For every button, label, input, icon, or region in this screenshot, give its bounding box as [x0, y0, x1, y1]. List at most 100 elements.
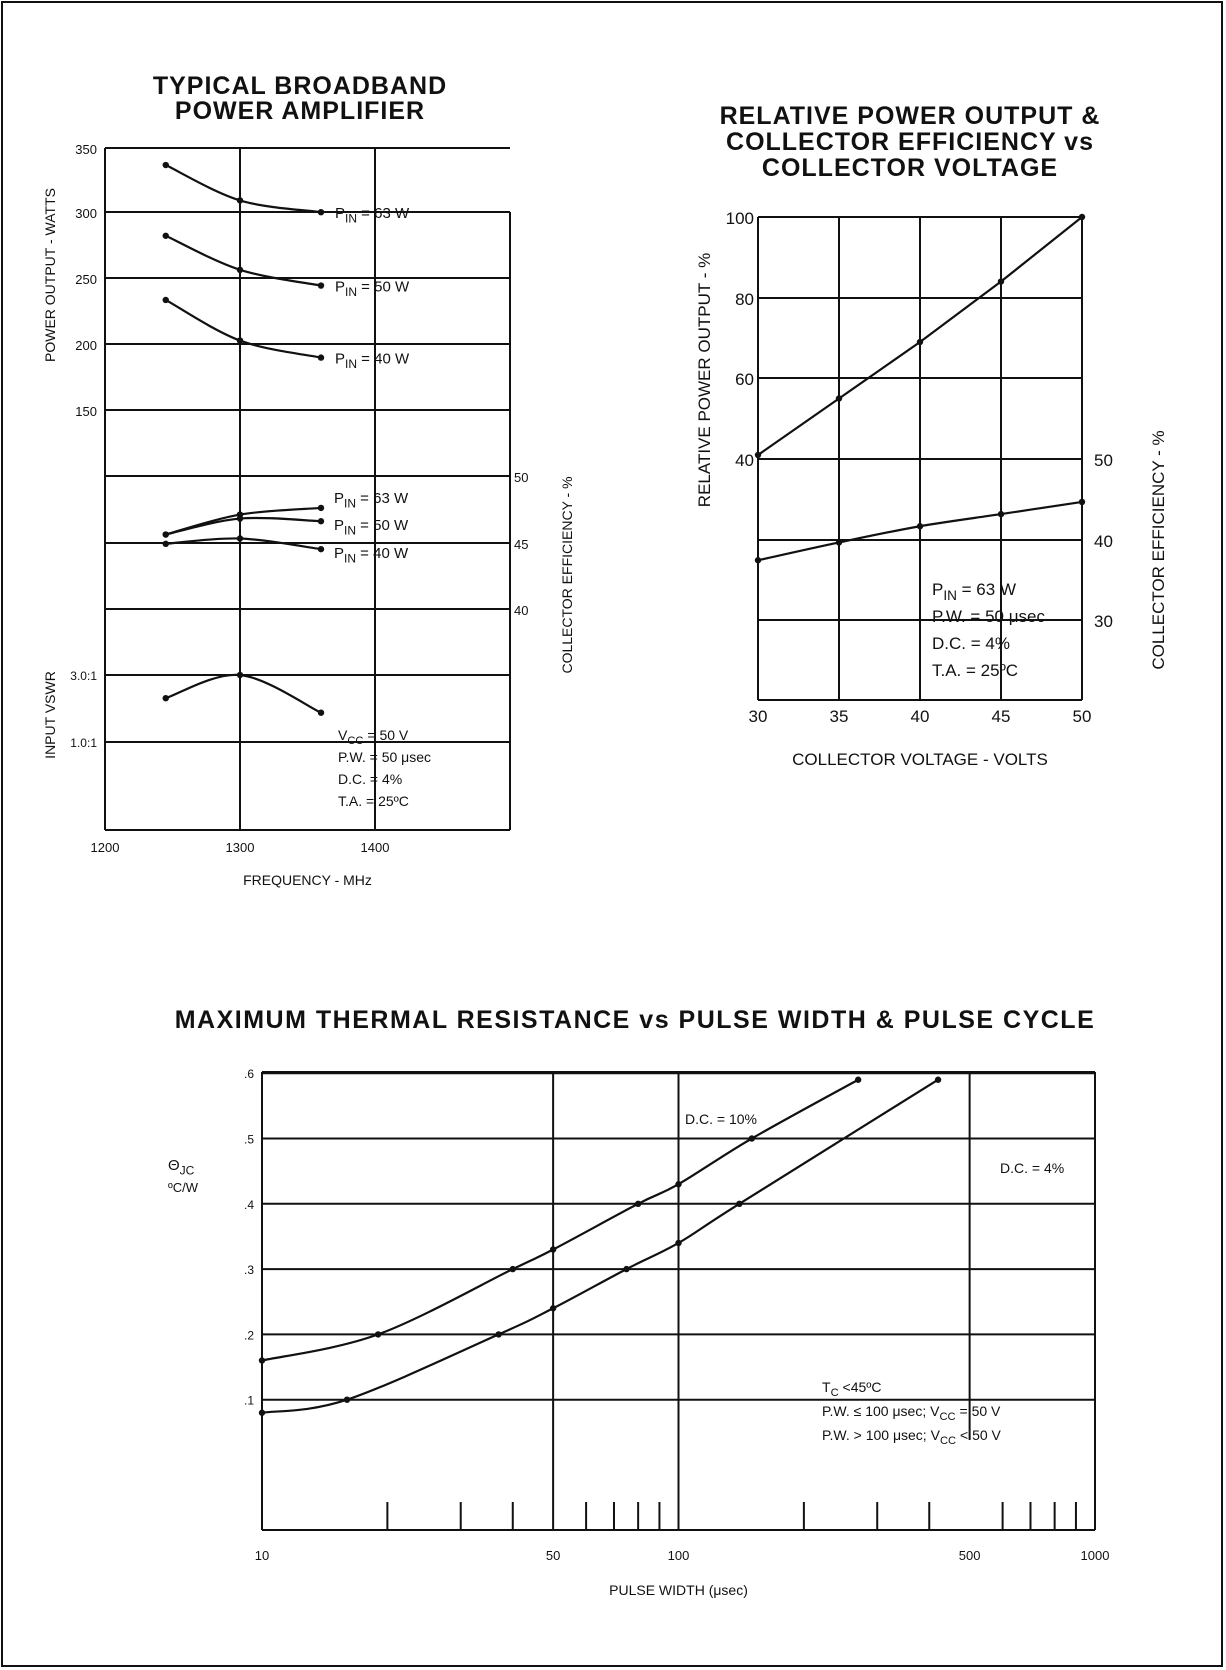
c3-series-point	[675, 1181, 682, 1188]
c3-label-dc10: D.C. = 10%	[685, 1111, 757, 1127]
chart1-title-line1: TYPICAL BROADBAND	[152, 72, 448, 100]
c3-series-point	[675, 1239, 682, 1247]
c1-power-point	[236, 266, 244, 274]
c1-eff-series-line	[165, 516, 322, 536]
c2-power-point	[1078, 213, 1086, 221]
chart2-title-line1: RELATIVE POWER OUTPUT &	[719, 102, 1101, 130]
c2-power-point	[997, 278, 1005, 285]
c3-ytick: .2	[244, 1328, 254, 1342]
c1-power-series-line	[165, 164, 322, 214]
c2-xtick: 45	[992, 707, 1011, 726]
c3-series-point	[258, 1409, 266, 1416]
c2-xtick: 30	[749, 707, 768, 726]
c3-xtick: 10	[255, 1548, 269, 1563]
c1-ylabel-eff: COLLECTOR EFFICIENCY - %	[559, 476, 575, 673]
c2-eff-point	[754, 557, 762, 564]
c3-series-line	[261, 1078, 859, 1362]
c1-ytick-power: 350	[75, 142, 97, 157]
c1-vswr-point	[236, 671, 244, 679]
c1-ytick-vswr: 3.0:1	[70, 669, 97, 683]
c2-note: T.A. = 25ºC	[932, 661, 1018, 680]
c1-vswr-point	[317, 709, 325, 716]
c1-eff-point	[317, 504, 325, 512]
c2-note: PIN = 63 W	[932, 580, 1016, 603]
c1-ylabel-power: POWER OUTPUT - WATTS	[42, 188, 58, 362]
c1-ytick-power: 200	[75, 338, 97, 353]
c3-series-point	[495, 1331, 502, 1338]
c1-ytick-eff: 40	[514, 603, 528, 618]
c1-ytick-power: 150	[75, 404, 97, 419]
c3-series-point	[623, 1265, 630, 1273]
c1-ylabel-vswr: INPUT VSWR	[42, 671, 58, 759]
c1-power-point	[317, 208, 325, 216]
c3-xtick: 1000	[1081, 1548, 1110, 1563]
c2-ytick-right: 50	[1094, 451, 1113, 470]
c2-xtick: 50	[1073, 707, 1092, 726]
c1-eff-series-label: PIN = 63 W	[334, 490, 409, 511]
c3-series-point	[736, 1200, 743, 1208]
c3-label-dc4: D.C. = 4%	[1000, 1160, 1064, 1176]
c1-eff-point	[317, 518, 325, 525]
c2-power-point	[835, 395, 843, 402]
c3-xlabel: PULSE WIDTH (μsec)	[609, 1582, 748, 1598]
c2-power-point	[754, 451, 762, 459]
c1-power-point	[236, 337, 244, 344]
c1-eff-point	[162, 531, 169, 538]
c2-eff-point	[835, 539, 843, 546]
c2-power-point	[916, 338, 924, 346]
c3-ytick: .4	[244, 1198, 254, 1212]
c1-power-point	[162, 296, 169, 304]
c2-ytick-right: 40	[1094, 532, 1113, 551]
c3-ytick: .5	[244, 1133, 254, 1147]
c1-power-series-label: PIN = 40 W	[335, 351, 410, 372]
c2-eff-point	[997, 510, 1005, 518]
c2-ytick-left: 40	[735, 451, 754, 470]
chart1-title: TYPICAL BROADBAND POWER AMPLIFIER	[120, 74, 480, 124]
c1-vswr-note: D.C. = 4%	[338, 771, 402, 787]
c1-power-series-label: PIN = 50 W	[335, 279, 410, 300]
c3-ylabel-line1: ΘJC	[168, 1157, 195, 1178]
c2-eff-point	[916, 523, 924, 530]
chart2-title: RELATIVE POWER OUTPUT & COLLECTOR EFFICI…	[680, 103, 1140, 181]
c2-ytick-left: 80	[735, 290, 754, 309]
c3-ytick: .1	[244, 1394, 254, 1408]
c3-series-point	[748, 1135, 756, 1142]
c1-power-point	[317, 282, 325, 289]
c3-note: P.W. ≤ 100 μsec; VCC = 50 V	[822, 1403, 1001, 1423]
c2-ytick-left: 100	[726, 209, 754, 228]
c1-power-point	[317, 354, 325, 361]
c3-xtick: 100	[668, 1548, 690, 1563]
c1-eff-point	[236, 515, 244, 522]
c2-ylabel-right: COLLECTOR EFFICIENCY - %	[1149, 430, 1168, 669]
c1-power-point	[162, 161, 169, 169]
c2-xtick: 40	[911, 707, 930, 726]
c1-xtick: 1200	[91, 840, 120, 855]
c1-eff-point	[317, 545, 325, 553]
c1-xtick: 1400	[361, 840, 390, 855]
c1-eff-series-label: PIN = 40 W	[334, 545, 409, 566]
c3-xtick: 500	[959, 1548, 981, 1563]
c1-xlabel: FREQUENCY - MHz	[243, 872, 372, 888]
c1-vswr-line	[165, 673, 322, 714]
c1-eff-point	[162, 540, 169, 548]
c1-ytick-power: 250	[75, 272, 97, 287]
c2-ytick-left: 60	[735, 370, 754, 389]
c1-ytick-vswr: 1.0:1	[70, 736, 97, 750]
c1-ytick-power: 300	[75, 206, 97, 221]
chart3-title: MAXIMUM THERMAL RESISTANCE vs PULSE WIDT…	[174, 1006, 1096, 1034]
c3-series-point	[549, 1305, 557, 1312]
c3-ytick: .3	[244, 1263, 254, 1277]
c2-xtick: 35	[830, 707, 849, 726]
c3-series-line	[261, 1078, 939, 1414]
c3-series-point	[549, 1246, 557, 1253]
c1-power-point	[162, 232, 169, 239]
c2-ytick-right: 30	[1094, 612, 1113, 631]
c3-note: P.W. > 100 μsec; VCC < 50 V	[822, 1427, 1002, 1447]
c3-series-point	[258, 1357, 266, 1364]
c1-power-series-line	[165, 298, 322, 359]
chart2-title-line3: COLLECTOR VOLTAGE	[761, 154, 1059, 182]
c1-eff-series-label: PIN = 50 W	[334, 517, 409, 538]
c2-ylabel-left: RELATIVE POWER OUTPUT - %	[695, 253, 714, 507]
c3-ytick: .6	[244, 1067, 254, 1081]
